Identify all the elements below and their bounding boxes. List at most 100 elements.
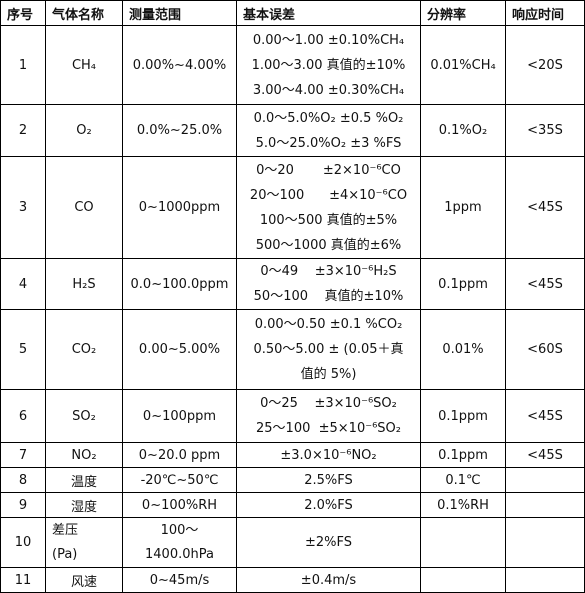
cell-gas: O₂ — [45, 104, 123, 157]
cell-resolution: 0.1%O₂ — [420, 104, 506, 157]
cell-no: 8 — [0, 467, 46, 493]
cell-no: 9 — [0, 492, 46, 518]
cell-range: 0~20.0 ppm — [122, 442, 237, 468]
cell-error: 0～49 ±3×10⁻⁶H₂S 50～100 真值的±10% — [236, 258, 421, 310]
error-line: 20～100 ±4×10⁻⁶CO — [249, 187, 408, 203]
cell-response: <60S — [505, 309, 585, 390]
table-row: 10 差压 (Pa) 100～ 1400.0hPa ±2%FS — [0, 517, 585, 568]
cell-resolution — [420, 517, 506, 568]
cell-response: <35S — [505, 104, 585, 157]
cell-no: 1 — [0, 25, 46, 105]
cell-range: 0.00~5.00% — [122, 309, 237, 390]
cell-no: 10 — [0, 517, 46, 568]
gas-line: 差压 — [52, 522, 79, 538]
table-row: 3 CO 0~1000ppm 0～20 ±2×10⁻⁶CO 20～100 ±4×… — [0, 156, 585, 259]
cell-response: <45S — [505, 389, 585, 443]
cell-response — [505, 517, 585, 568]
cell-error: ±3.0×10⁻⁶NO₂ — [236, 442, 421, 468]
cell-gas: NO₂ — [45, 442, 123, 468]
cell-response: <20S — [505, 25, 585, 105]
error-line: 0～49 ±3×10⁻⁶H₂S — [260, 264, 397, 279]
error-line: 0.50～5.00 ± (0.05＋真 — [253, 342, 404, 357]
table-header-row: 序号 气体名称 测量范围 基本误差 分辨率 响应时间 — [0, 0, 585, 26]
cell-gas: H₂S — [45, 258, 123, 310]
header-gas-name: 气体名称 — [45, 0, 123, 26]
cell-range: 0.0~100.0ppm — [122, 258, 237, 310]
cell-resolution: 0.01% — [420, 309, 506, 390]
cell-range: 0~1000ppm — [122, 156, 237, 259]
error-line: 0～25 ±3×10⁻⁶SO₂ — [260, 396, 397, 411]
table-row: 7 NO₂ 0~20.0 ppm ±3.0×10⁻⁶NO₂ 0.1ppm <45… — [0, 442, 585, 468]
cell-gas: 差压 (Pa) — [45, 517, 123, 568]
error-line: 1.00～3.00 真值的±10% — [251, 57, 406, 73]
error-line: 值的 5%) — [300, 367, 357, 382]
cell-response: <45S — [505, 442, 585, 468]
cell-range: 0~100%RH — [122, 492, 237, 518]
cell-range: -20℃~50℃ — [122, 467, 237, 493]
error-line: 500～1000 真值的±6% — [255, 237, 402, 253]
cell-error: ±2%FS — [236, 517, 421, 568]
cell-gas: CO₂ — [45, 309, 123, 390]
cell-resolution: 1ppm — [420, 156, 506, 259]
table-row: 5 CO₂ 0.00~5.00% 0.00～0.50 ±0.1 %CO₂ 0.5… — [0, 309, 585, 390]
error-line: 5.0～25.0%O₂ ±3 %FS — [255, 135, 402, 151]
cell-no: 4 — [0, 258, 46, 310]
header-response-time: 响应时间 — [505, 0, 585, 26]
cell-resolution: 0.01%CH₄ — [420, 25, 506, 105]
table-row: 4 H₂S 0.0~100.0ppm 0～49 ±3×10⁻⁶H₂S 50～10… — [0, 258, 585, 310]
cell-resolution: 0.1ppm — [420, 442, 506, 468]
cell-error: 0.00～0.50 ±0.1 %CO₂ 0.50～5.00 ± (0.05＋真 … — [236, 309, 421, 390]
header-error: 基本误差 — [236, 0, 421, 26]
cell-error: ±0.4m/s — [236, 567, 421, 593]
cell-range: 0~45m/s — [122, 567, 237, 593]
cell-resolution: 0.1℃ — [420, 467, 506, 493]
header-range: 测量范围 — [122, 0, 237, 26]
error-line: 0.0～5.0%O₂ ±0.5 %O₂ — [253, 110, 404, 126]
cell-response — [505, 492, 585, 518]
cell-gas: 温度 — [45, 467, 123, 493]
header-no: 序号 — [0, 0, 46, 26]
cell-error: 2.0%FS — [236, 492, 421, 518]
cell-resolution: 0.1ppm — [420, 389, 506, 443]
cell-no: 11 — [0, 567, 46, 593]
cell-error: 0.0～5.0%O₂ ±0.5 %O₂ 5.0～25.0%O₂ ±3 %FS — [236, 104, 421, 157]
cell-range: 0~100ppm — [122, 389, 237, 443]
cell-no: 3 — [0, 156, 46, 259]
error-line: 100～500 真值的±5% — [259, 212, 398, 228]
cell-no: 7 — [0, 442, 46, 468]
cell-gas: CH₄ — [45, 25, 123, 105]
cell-response: <45S — [505, 156, 585, 259]
cell-gas: 湿度 — [45, 492, 123, 518]
error-line: 25～100 ±5×10⁻⁶SO₂ — [256, 421, 401, 436]
cell-error: 0～20 ±2×10⁻⁶CO 20～100 ±4×10⁻⁶CO 100～500 … — [236, 156, 421, 259]
cell-gas: SO₂ — [45, 389, 123, 443]
cell-error: 0.00～1.00 ±0.10%CH₄ 1.00～3.00 真值的±10% 3.… — [236, 25, 421, 105]
cell-gas: 风速 — [45, 567, 123, 593]
cell-response — [505, 467, 585, 493]
table-row: 8 温度 -20℃~50℃ 2.5%FS 0.1℃ — [0, 467, 585, 493]
cell-no: 2 — [0, 104, 46, 157]
cell-response: <45S — [505, 258, 585, 310]
cell-no: 6 — [0, 389, 46, 443]
cell-range: 0.0%~25.0% — [122, 104, 237, 157]
cell-error: 0～25 ±3×10⁻⁶SO₂ 25～100 ±5×10⁻⁶SO₂ — [236, 389, 421, 443]
error-line: 0.00～1.00 ±0.10%CH₄ — [252, 32, 405, 48]
table-row: 11 风速 0~45m/s ±0.4m/s — [0, 567, 585, 593]
error-line: 50～100 真值的±10% — [253, 289, 404, 304]
cell-resolution: 0.1ppm — [420, 258, 506, 310]
table-row: 2 O₂ 0.0%~25.0% 0.0～5.0%O₂ ±0.5 %O₂ 5.0～… — [0, 104, 585, 157]
cell-resolution: 0.1%RH — [420, 492, 506, 518]
table-row: 1 CH₄ 0.00%~4.00% 0.00～1.00 ±0.10%CH₄ 1.… — [0, 25, 585, 105]
table-row: 9 湿度 0~100%RH 2.0%FS 0.1%RH — [0, 492, 585, 518]
cell-resolution — [420, 567, 506, 593]
header-resolution: 分辨率 — [420, 0, 506, 26]
cell-response — [505, 567, 585, 593]
range-line: 1400.0hPa — [145, 546, 214, 562]
range-line: 100～ — [160, 522, 199, 538]
error-line: 0.00～0.50 ±0.1 %CO₂ — [254, 317, 403, 332]
table-row: 6 SO₂ 0~100ppm 0～25 ±3×10⁻⁶SO₂ 25～100 ±5… — [0, 389, 585, 443]
cell-error: 2.5%FS — [236, 467, 421, 493]
cell-gas: CO — [45, 156, 123, 259]
cell-no: 5 — [0, 309, 46, 390]
